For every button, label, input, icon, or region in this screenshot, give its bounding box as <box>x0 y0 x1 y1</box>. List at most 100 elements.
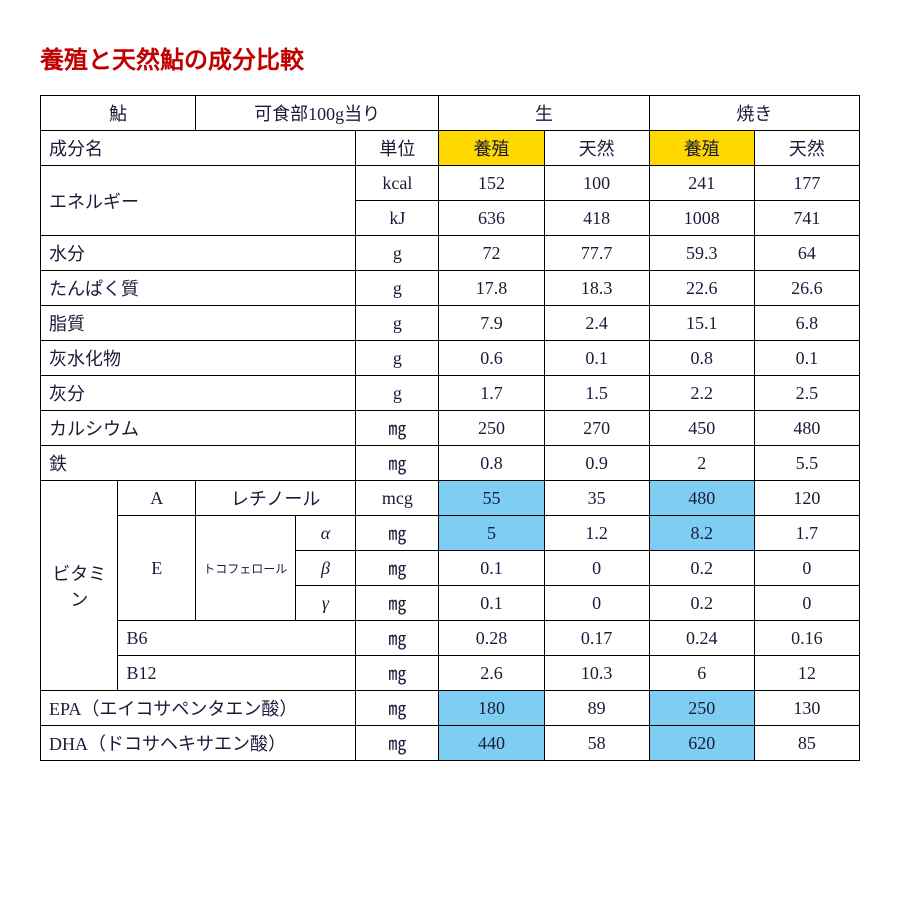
unit: ㎎ <box>356 411 439 446</box>
unit: ㎎ <box>356 691 439 726</box>
cell: 2.5 <box>754 376 859 411</box>
cell: 0.17 <box>544 621 649 656</box>
cell: 8.2 <box>649 516 754 551</box>
header-row-1: 鮎 可食部100g当り 生 焼き <box>41 96 860 131</box>
cell: 58 <box>544 726 649 761</box>
cell: 250 <box>439 411 544 446</box>
cell: 17.8 <box>439 271 544 306</box>
cell: 450 <box>649 411 754 446</box>
cell: 15.1 <box>649 306 754 341</box>
cell: 250 <box>649 691 754 726</box>
nutrition-table: 鮎 可食部100g当り 生 焼き 成分名 単位 養殖 天然 養殖 天然 エネルギ… <box>40 95 860 761</box>
cell: 270 <box>544 411 649 446</box>
row-epa: EPA（エイコサペンタエン酸） ㎎ 180 89 250 130 <box>41 691 860 726</box>
cell: 0.8 <box>439 446 544 481</box>
cell: 620 <box>649 726 754 761</box>
cell: 6.8 <box>754 306 859 341</box>
row-iron: 鉄 ㎎ 0.8 0.9 2 5.5 <box>41 446 860 481</box>
label-fat: 脂質 <box>41 306 356 341</box>
cell: 1008 <box>649 201 754 236</box>
unit: g <box>356 236 439 271</box>
sym-alpha: α <box>295 516 356 551</box>
unit: g <box>356 341 439 376</box>
cell: 180 <box>439 691 544 726</box>
label-protein: たんぱく質 <box>41 271 356 306</box>
cell: 89 <box>544 691 649 726</box>
label-b6: B6 <box>118 621 356 656</box>
unit-kcal: kcal <box>356 166 439 201</box>
cell: 0 <box>544 551 649 586</box>
unit-kj: kJ <box>356 201 439 236</box>
cell: 1.7 <box>439 376 544 411</box>
cell: 130 <box>754 691 859 726</box>
row-carb: 灰水化物 g 0.6 0.1 0.8 0.1 <box>41 341 860 376</box>
cell: 72 <box>439 236 544 271</box>
cell: 0 <box>754 551 859 586</box>
label-calcium: カルシウム <box>41 411 356 446</box>
cell: 18.3 <box>544 271 649 306</box>
cell: 2 <box>649 446 754 481</box>
cell: 55 <box>439 481 544 516</box>
label-ash: 灰分 <box>41 376 356 411</box>
cell: 0.24 <box>649 621 754 656</box>
label-iron: 鉄 <box>41 446 356 481</box>
label-water: 水分 <box>41 236 356 271</box>
unit: g <box>356 271 439 306</box>
cell: 35 <box>544 481 649 516</box>
hdr-raw-farmed: 養殖 <box>439 131 544 166</box>
label-energy: エネルギー <box>41 166 356 236</box>
cell: 6 <box>649 656 754 691</box>
row-calcium: カルシウム ㎎ 250 270 450 480 <box>41 411 860 446</box>
row-ash: 灰分 g 1.7 1.5 2.2 2.5 <box>41 376 860 411</box>
unit: mcg <box>356 481 439 516</box>
hdr-unit: 単位 <box>356 131 439 166</box>
cell: 26.6 <box>754 271 859 306</box>
row-fat: 脂質 g 7.9 2.4 15.1 6.8 <box>41 306 860 341</box>
cell: 2.4 <box>544 306 649 341</box>
cell: 0.1 <box>754 341 859 376</box>
cell: 12 <box>754 656 859 691</box>
cell: 636 <box>439 201 544 236</box>
cell: 152 <box>439 166 544 201</box>
hdr-grilled-wild: 天然 <box>754 131 859 166</box>
hdr-grilled-farmed: 養殖 <box>649 131 754 166</box>
hdr-raw-wild: 天然 <box>544 131 649 166</box>
page-title: 養殖と天然鮎の成分比較 <box>40 40 860 75</box>
cell: 1.7 <box>754 516 859 551</box>
unit: g <box>356 376 439 411</box>
cell: 120 <box>754 481 859 516</box>
cell: 77.7 <box>544 236 649 271</box>
cell: 0.6 <box>439 341 544 376</box>
cell: 480 <box>649 481 754 516</box>
row-water: 水分 g 72 77.7 59.3 64 <box>41 236 860 271</box>
sym-beta: β <box>295 551 356 586</box>
cell: 1.2 <box>544 516 649 551</box>
label-epa: EPA（エイコサペンタエン酸） <box>41 691 356 726</box>
cell: 0.8 <box>649 341 754 376</box>
row-vita: ビタミン A レチノール mcg 55 35 480 120 <box>41 481 860 516</box>
hdr-grilled: 焼き <box>649 96 859 131</box>
row-b6: B6 ㎎ 0.28 0.17 0.24 0.16 <box>41 621 860 656</box>
unit: ㎎ <box>356 446 439 481</box>
row-b12: B12 ㎎ 2.6 10.3 6 12 <box>41 656 860 691</box>
cell: 480 <box>754 411 859 446</box>
unit: ㎎ <box>356 656 439 691</box>
cell: 241 <box>649 166 754 201</box>
cell: 418 <box>544 201 649 236</box>
cell: 2.6 <box>439 656 544 691</box>
unit: ㎎ <box>356 586 439 621</box>
cell: 22.6 <box>649 271 754 306</box>
cell: 0 <box>754 586 859 621</box>
cell: 64 <box>754 236 859 271</box>
cell: 0.9 <box>544 446 649 481</box>
cell: 1.5 <box>544 376 649 411</box>
row-energy-kcal: エネルギー kcal 152 100 241 177 <box>41 166 860 201</box>
sym-gamma: γ <box>295 586 356 621</box>
cell: 85 <box>754 726 859 761</box>
cell: 0.28 <box>439 621 544 656</box>
cell: 10.3 <box>544 656 649 691</box>
unit: ㎎ <box>356 551 439 586</box>
label-dha: DHA（ドコサヘキサエン酸） <box>41 726 356 761</box>
label-retinol: レチノール <box>195 481 355 516</box>
cell: 0.16 <box>754 621 859 656</box>
